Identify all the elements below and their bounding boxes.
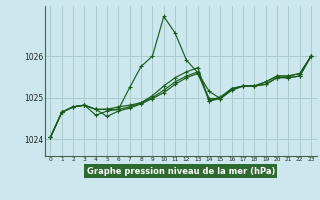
X-axis label: Graphe pression niveau de la mer (hPa): Graphe pression niveau de la mer (hPa) (87, 167, 275, 176)
